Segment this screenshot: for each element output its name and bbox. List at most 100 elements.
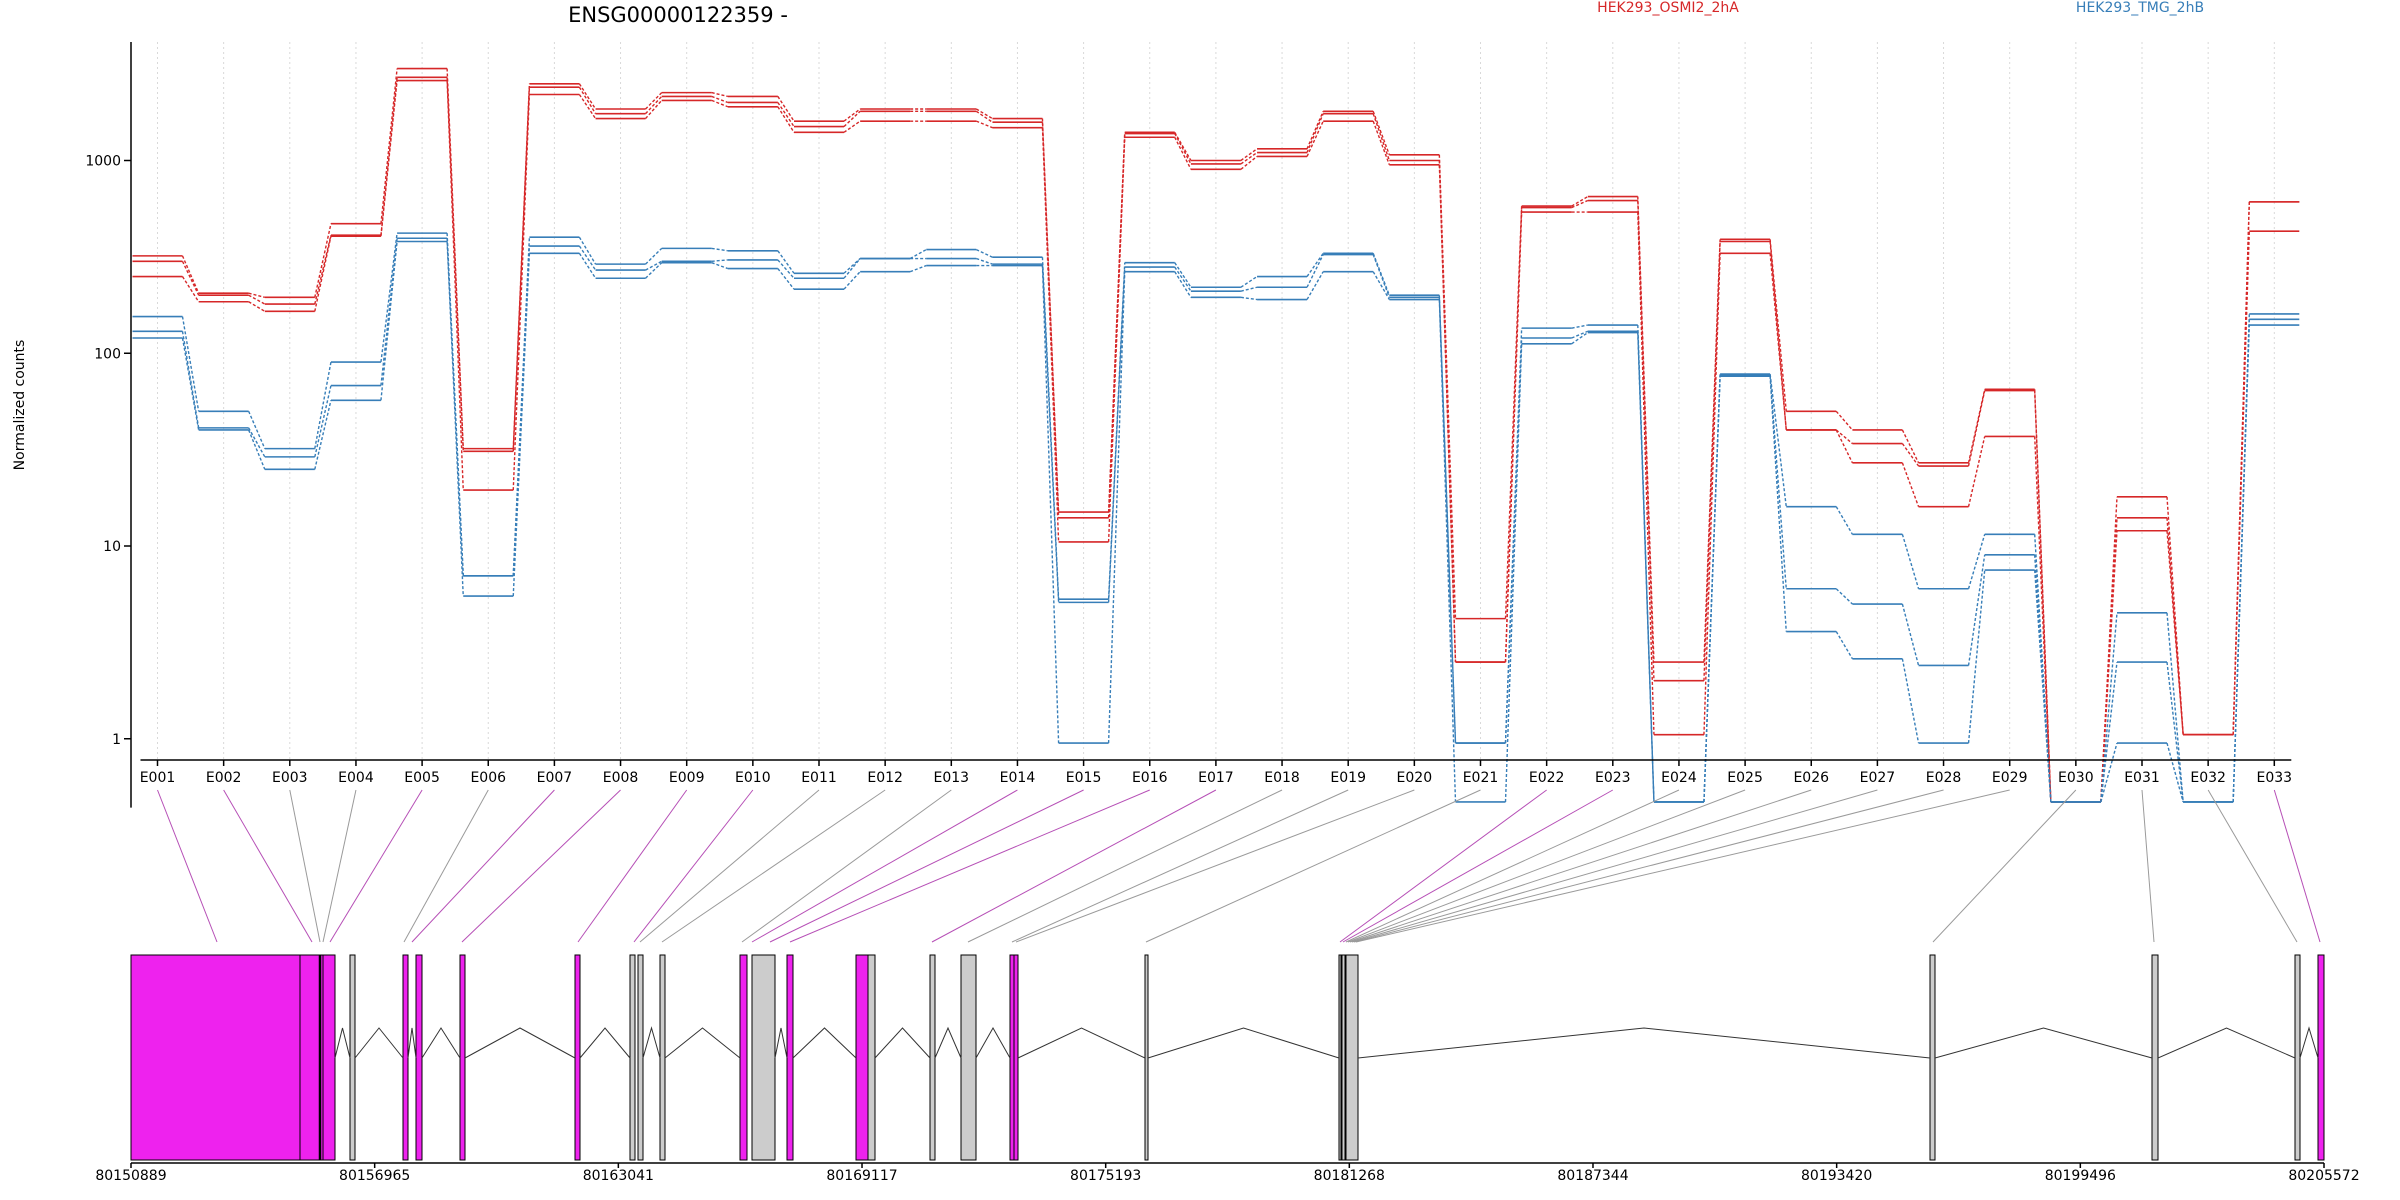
series-connector bbox=[645, 260, 663, 271]
exon-connector bbox=[403, 789, 489, 943]
series-connector bbox=[314, 361, 332, 449]
series-connector bbox=[512, 94, 531, 491]
exon-block bbox=[659, 954, 666, 1161]
series-connector bbox=[1306, 252, 1324, 277]
series-connector bbox=[1571, 324, 1588, 329]
axes-layer: 1 10 100 1000 E001 E002 E003 E004 E005 E006 E007 E0… bbox=[85, 42, 2292, 808]
series-connector bbox=[1901, 429, 1920, 464]
series-connector bbox=[1107, 137, 1126, 542]
series-connector bbox=[1637, 196, 1655, 663]
series-connector bbox=[2034, 436, 2052, 802]
exon-connector bbox=[329, 789, 423, 943]
series-connector bbox=[380, 233, 398, 363]
x-tick-label: E006 bbox=[470, 770, 506, 786]
series-connector bbox=[975, 110, 993, 123]
series-connector bbox=[578, 83, 597, 110]
series-connector bbox=[181, 255, 200, 294]
series-connector bbox=[1967, 390, 1986, 467]
x-tick-label: E026 bbox=[1793, 770, 1829, 786]
series-connector bbox=[1306, 111, 1324, 150]
series-connector bbox=[248, 429, 266, 470]
exon-block bbox=[1929, 954, 1936, 1161]
exon-block bbox=[1338, 954, 1342, 1161]
series-connector bbox=[1901, 462, 1920, 507]
x-tick-label: E032 bbox=[2190, 770, 2226, 786]
exon-connector bbox=[1015, 789, 1415, 943]
series-connector bbox=[909, 264, 927, 273]
legend-entry-tmg: HEK293_TMG_2hB bbox=[2076, 0, 2204, 16]
exon-block bbox=[855, 954, 869, 1161]
genome-tick-label: 80181268 bbox=[1314, 1168, 1385, 1184]
series-connector bbox=[578, 252, 597, 279]
x-tick-label: E023 bbox=[1595, 770, 1631, 786]
intron-line bbox=[874, 1027, 931, 1059]
exon-connector bbox=[1339, 789, 1547, 943]
series-connector bbox=[1835, 588, 1853, 605]
series-connector bbox=[843, 120, 861, 133]
exon-connector bbox=[1353, 789, 1944, 943]
intron-line bbox=[579, 1027, 631, 1059]
series-connector bbox=[1835, 429, 1854, 464]
x-tick-label: E021 bbox=[1463, 770, 1499, 786]
series-connector bbox=[1438, 164, 1457, 663]
series-connector bbox=[1769, 373, 1787, 507]
series-connector bbox=[1703, 375, 1721, 802]
series-connector bbox=[645, 95, 663, 115]
series-connector bbox=[1835, 410, 1853, 431]
series-connector bbox=[777, 259, 795, 279]
series-connector bbox=[1835, 506, 1854, 535]
x-tick-label: E004 bbox=[338, 770, 374, 786]
exon-block bbox=[929, 954, 936, 1161]
series-connector bbox=[1174, 271, 1192, 298]
exon-connector bbox=[1342, 789, 1614, 943]
series-connector bbox=[976, 120, 993, 129]
exon-connector bbox=[741, 789, 952, 943]
exon-connector bbox=[661, 789, 886, 943]
series-connector bbox=[2034, 570, 2052, 803]
intron-line bbox=[407, 1027, 417, 1059]
series-connector bbox=[2100, 742, 2118, 803]
series-connector bbox=[909, 248, 927, 260]
intron-line bbox=[1017, 1027, 1146, 1059]
series-connector bbox=[843, 258, 861, 279]
intron-line bbox=[1147, 1027, 1340, 1059]
exon-connector bbox=[1351, 789, 1878, 943]
x-tick-label: E002 bbox=[206, 770, 242, 786]
genome-tick-label: 80169117 bbox=[826, 1168, 897, 1184]
series-connector bbox=[380, 68, 398, 224]
series-connector bbox=[1174, 136, 1192, 170]
intron-line bbox=[464, 1027, 576, 1059]
series-connector bbox=[1835, 429, 1853, 445]
series-connector bbox=[1438, 299, 1457, 802]
series-connector bbox=[2232, 325, 2250, 802]
series-connector bbox=[1240, 286, 1258, 292]
exon-connector bbox=[931, 789, 1217, 943]
series-connector bbox=[314, 236, 332, 312]
series-connector bbox=[1107, 262, 1126, 600]
intron-line bbox=[354, 1027, 404, 1059]
exon-connector bbox=[789, 789, 1150, 943]
series-connector bbox=[1637, 331, 1655, 802]
exon-connector bbox=[967, 789, 1283, 943]
series-connector bbox=[1041, 265, 1060, 744]
chart-title: ENSG00000122359 - bbox=[568, 3, 788, 27]
series-connector bbox=[248, 427, 266, 458]
series-connector bbox=[1637, 200, 1655, 681]
series-connector bbox=[1571, 332, 1589, 345]
series-connector bbox=[1372, 254, 1391, 298]
series-layer bbox=[132, 67, 2300, 803]
exon-block bbox=[1345, 954, 1359, 1161]
exon-connector bbox=[1145, 789, 1481, 943]
exon-connector bbox=[1349, 789, 1812, 943]
series-connector bbox=[380, 80, 398, 237]
series-connector bbox=[578, 86, 597, 115]
series-connector bbox=[645, 99, 663, 120]
series-connector bbox=[248, 292, 265, 299]
exon-connector bbox=[2207, 789, 2298, 943]
exon-connector bbox=[322, 789, 357, 943]
exon-connector bbox=[2141, 789, 2155, 943]
exon-connector bbox=[289, 789, 321, 943]
series-connector bbox=[1967, 534, 1986, 589]
series-connector bbox=[1240, 275, 1258, 288]
series-connector bbox=[1504, 206, 1523, 619]
